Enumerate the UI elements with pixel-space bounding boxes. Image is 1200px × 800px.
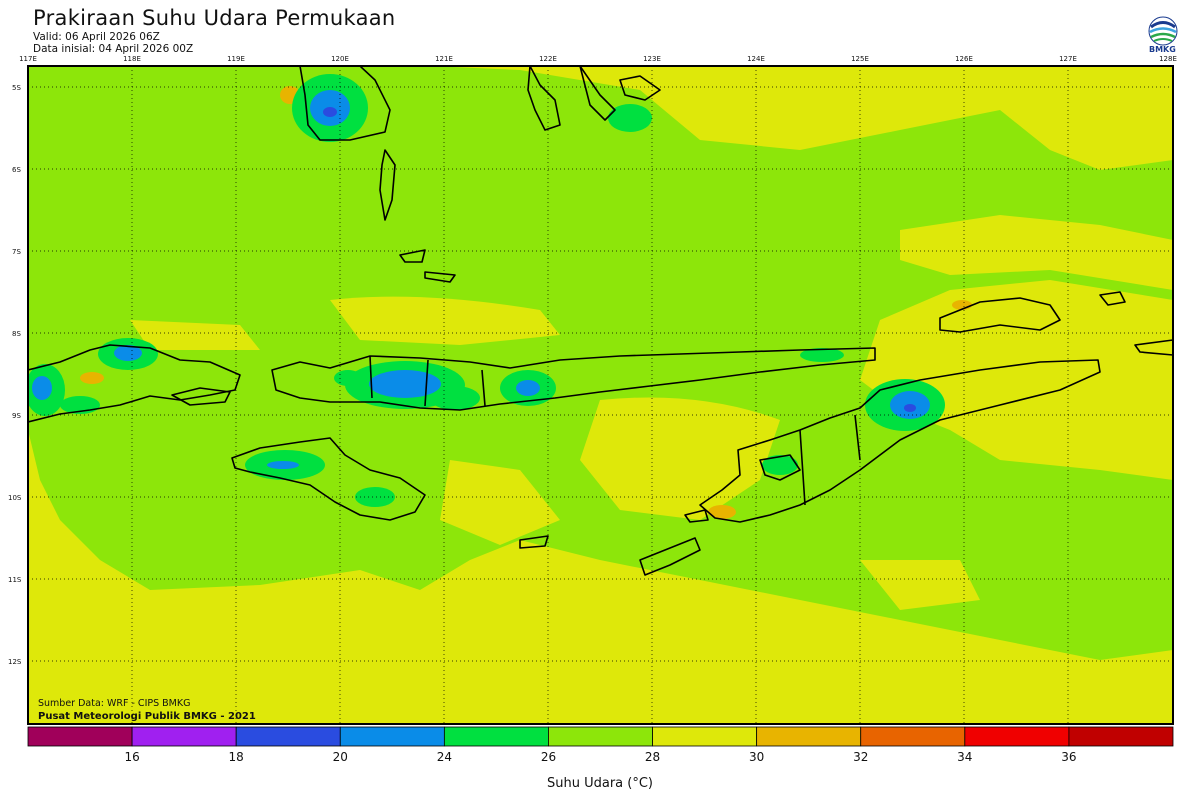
colorbar-segment	[131, 726, 237, 747]
lon-label: 121E	[435, 55, 453, 63]
colorbar-segment	[860, 726, 966, 747]
colorbar-segment	[1068, 726, 1174, 747]
colorbar-segment	[548, 726, 653, 747]
lon-label: 126E	[955, 55, 973, 63]
coastline-rote	[639, 537, 701, 576]
coastline-flores	[271, 347, 876, 411]
lat-label: 6S	[12, 166, 21, 174]
credit-text: Pusat Meteorologi Publik BMKG - 2021	[38, 711, 256, 722]
data-source-text: Sumber Data: WRF - CIPS BMKG	[38, 698, 190, 709]
colorbar-segment	[756, 726, 862, 747]
coastline-buton	[527, 66, 561, 131]
coastline-sumba	[231, 437, 426, 521]
orange-temperature-zones	[80, 86, 972, 519]
longitude-labels: 117E 118E 119E 120E 121E 122E 123E 124E …	[19, 55, 1177, 63]
logo-text: BMKG	[1149, 45, 1176, 54]
colorbar-tick-label: 26	[541, 750, 556, 764]
latitude-labels: 5S 6S 7S 8S 9S 10S 11S 12S	[8, 84, 22, 666]
coastline-sawu	[519, 535, 549, 549]
yellow-temperature-zones	[28, 66, 1173, 724]
colorbar	[27, 726, 1174, 747]
coastline-small-island	[1099, 291, 1126, 306]
bmkg-logo-icon	[1148, 16, 1178, 46]
lon-label: 120E	[331, 55, 349, 63]
coastline-small-islands-south	[399, 249, 456, 283]
coastline-wakatobi	[619, 75, 661, 101]
valid-time: Valid: 06 April 2026 06Z	[33, 31, 160, 43]
lat-label: 12S	[8, 658, 22, 666]
colorbar-tick-label: 32	[853, 750, 868, 764]
colorbar-tick-label: 30	[749, 750, 764, 764]
colorbar-segment	[652, 726, 758, 747]
lon-label: 128E	[1159, 55, 1177, 63]
coastline-sumbawa	[28, 344, 241, 423]
coastline-sulawesi	[299, 66, 391, 141]
page-title: Prakiraan Suhu Udara Permukaan	[33, 6, 396, 30]
coastline-wetar	[939, 297, 1061, 333]
lat-label: 8S	[12, 330, 21, 338]
lat-label: 5S	[12, 84, 21, 92]
coastline-timor	[699, 359, 1101, 523]
colorbar-tick-label: 34	[957, 750, 972, 764]
coastline-muna	[579, 66, 616, 121]
dark-blue-temperature-cores	[323, 107, 916, 412]
map-frame	[27, 65, 1174, 725]
lon-label: 122E	[539, 55, 557, 63]
lon-label: 124E	[747, 55, 765, 63]
initial-data-time: Data inisial: 04 April 2026 00Z	[33, 43, 194, 55]
lon-label: 127E	[1059, 55, 1077, 63]
colorbar-segment	[27, 726, 133, 747]
lat-label: 11S	[8, 576, 22, 584]
coastline-selayar	[379, 149, 396, 221]
lat-label: 10S	[8, 494, 22, 502]
lon-label: 119E	[227, 55, 245, 63]
coastline-sumbawa-bay	[171, 387, 231, 406]
regency-borders	[369, 355, 486, 407]
colorbar-segment	[964, 726, 1070, 747]
lon-label: 125E	[851, 55, 869, 63]
coastline-semau	[684, 509, 709, 523]
colorbar-tick-label: 24	[437, 750, 452, 764]
lon-label: 118E	[123, 55, 141, 63]
lon-label: 123E	[643, 55, 661, 63]
lon-label: 117E	[19, 55, 37, 63]
colorbar-segment	[235, 726, 341, 747]
colorbar-ticks: 16 18 20 24 26 28 30 32 34 36	[124, 750, 1076, 764]
colorbar-tick-label: 20	[333, 750, 348, 764]
coastline-oecusse	[759, 454, 801, 481]
coastline-east-island	[1134, 339, 1173, 356]
colorbar-tick-label: 16	[124, 750, 139, 764]
colorbar-segment	[443, 726, 549, 747]
lat-label: 9S	[12, 412, 21, 420]
timor-borders	[799, 414, 861, 506]
coastlines	[28, 66, 1173, 576]
colorbar-tick-label: 18	[229, 750, 244, 764]
colorbar-label: Suhu Udara (°C)	[547, 776, 653, 791]
colorbar-tick-label: 36	[1061, 750, 1076, 764]
colorbar-segment	[339, 726, 445, 747]
lat-lon-grid	[28, 66, 1173, 724]
lat-label: 7S	[12, 248, 21, 256]
colorbar-tick-label: 28	[645, 750, 660, 764]
